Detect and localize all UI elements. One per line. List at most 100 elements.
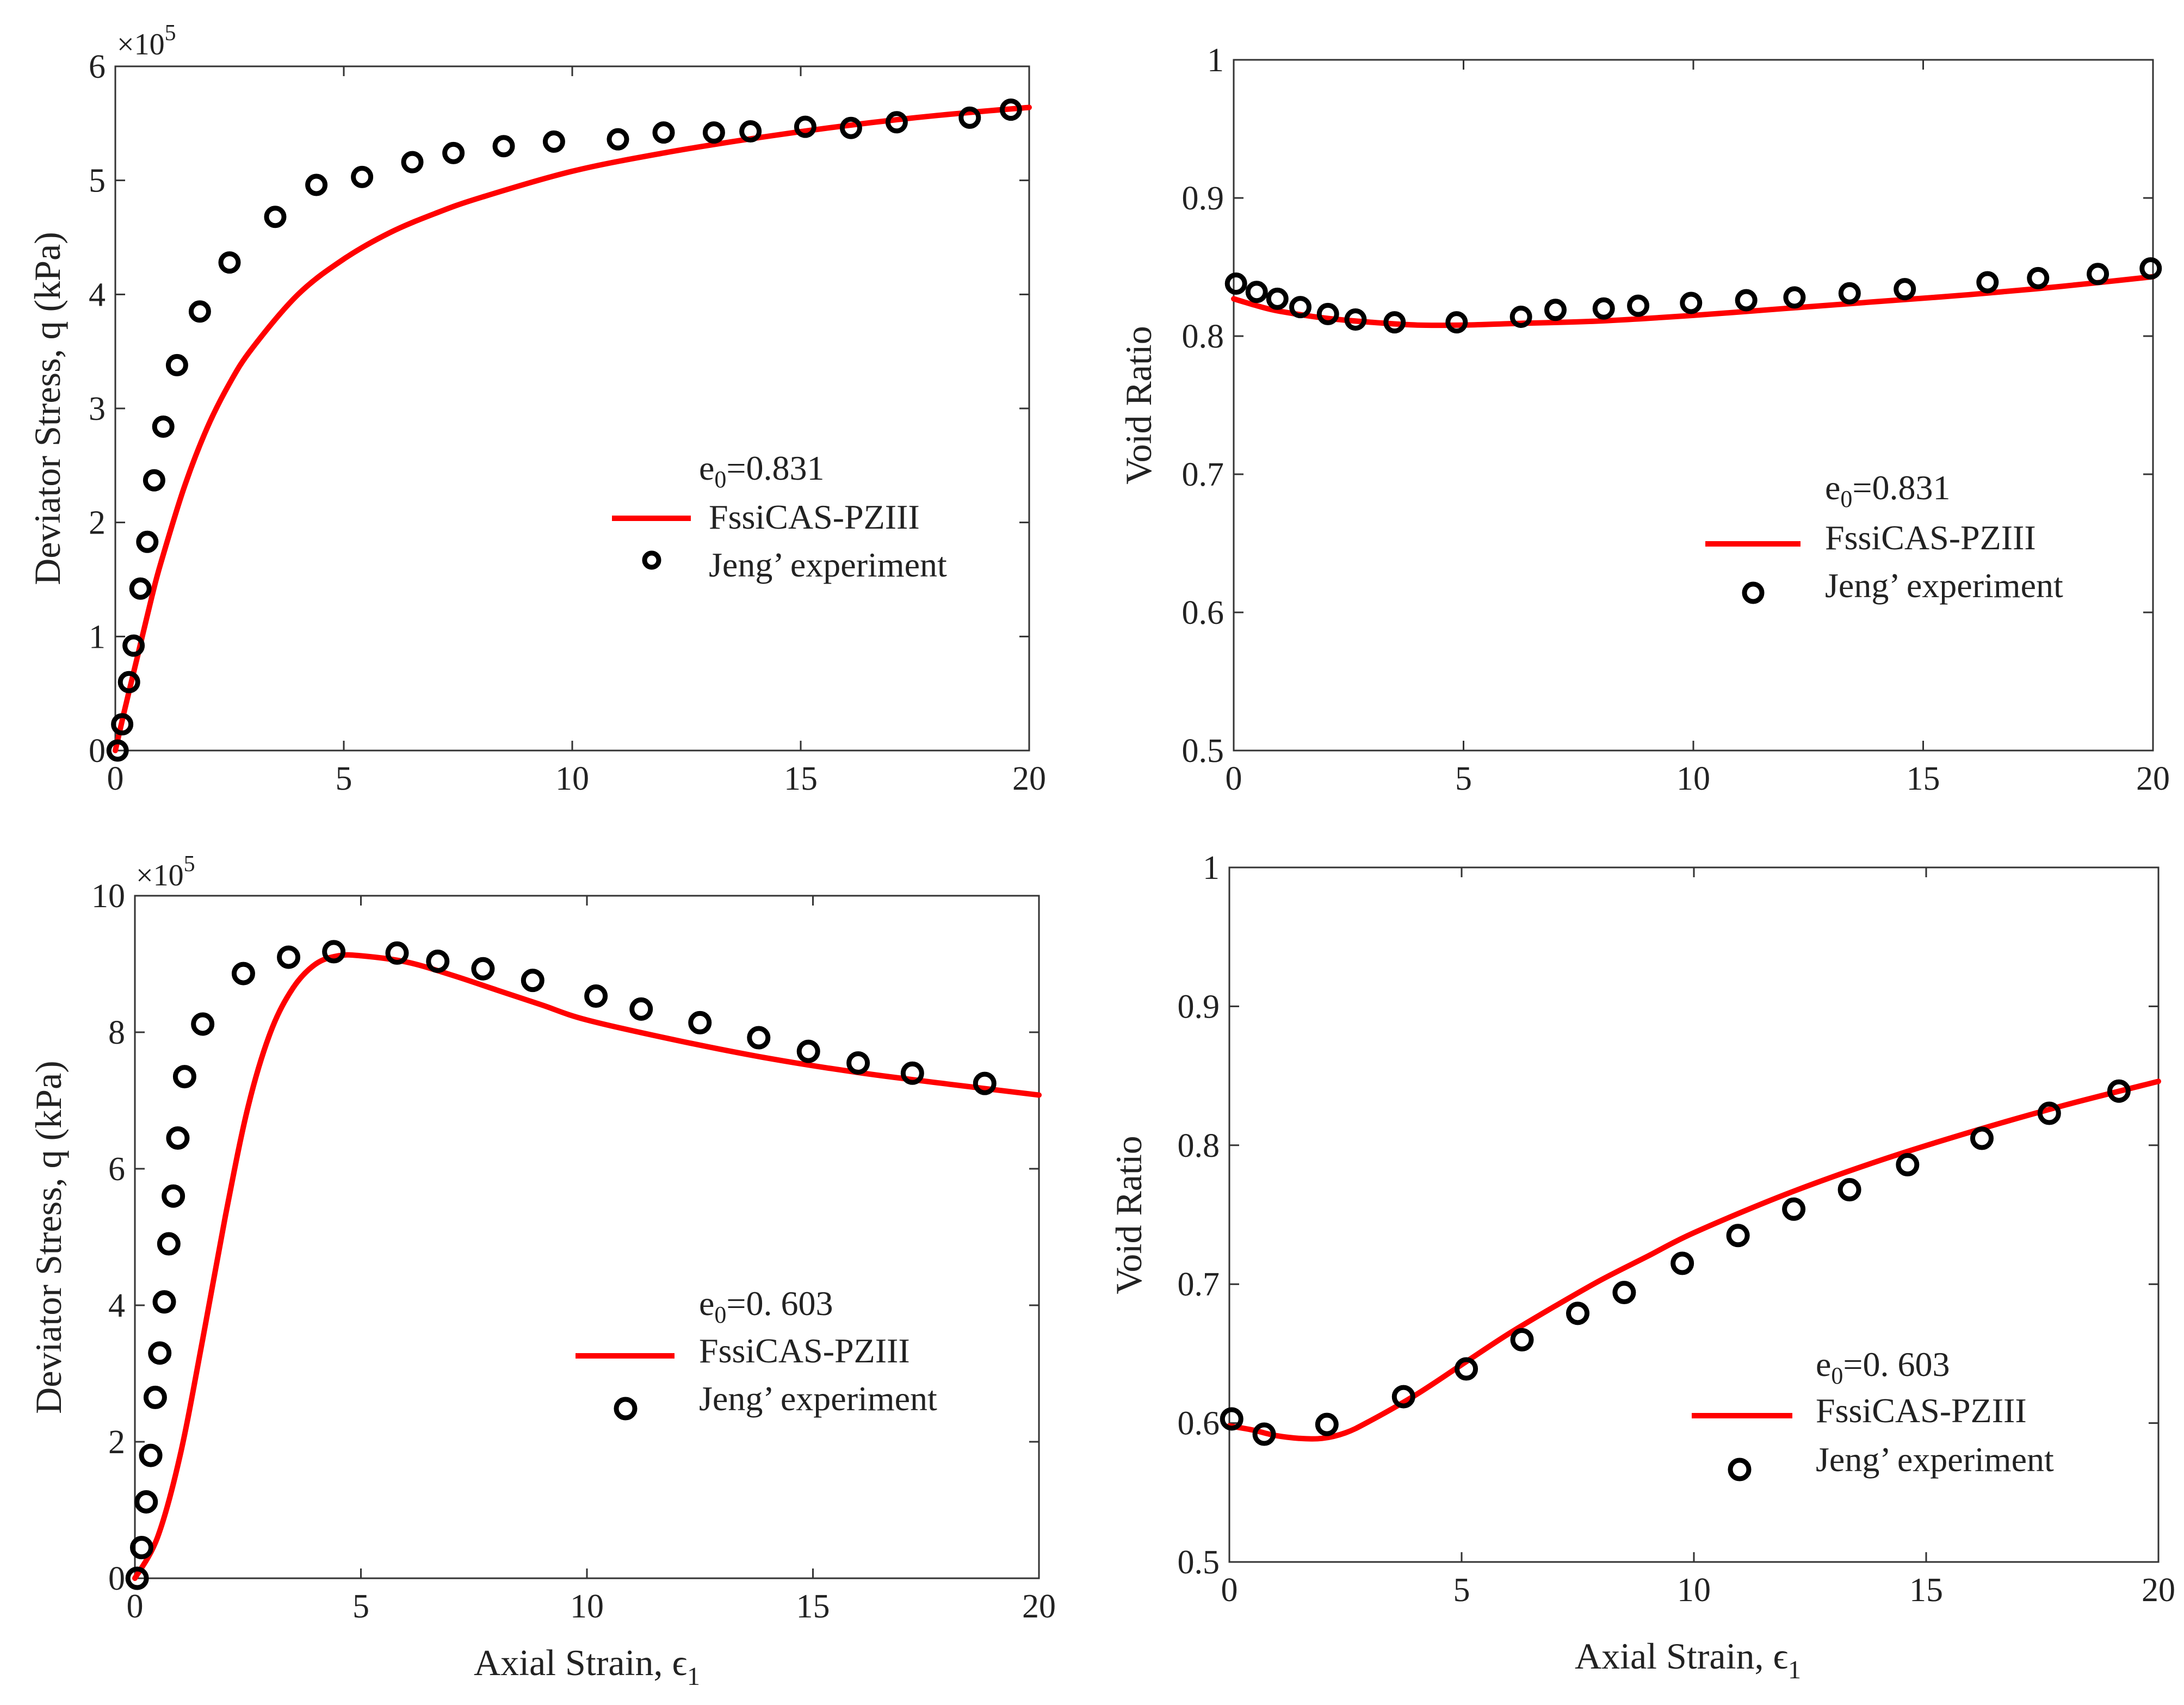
model-curve <box>132 952 1042 1581</box>
y-tick-label: 0.8 <box>1178 1127 1220 1164</box>
experiment-point <box>277 945 301 969</box>
model-curve <box>113 104 1032 753</box>
y-tick-label: 0 <box>89 733 106 770</box>
experiment-point <box>1510 1328 1534 1351</box>
legend-marker-swatch <box>614 1397 638 1421</box>
experiment-point <box>1445 311 1468 334</box>
experiment-point <box>1220 1407 1243 1431</box>
x-tick-label: 15 <box>1907 760 1940 797</box>
y-tick-label: 0.6 <box>1182 594 1224 631</box>
y-tick-label: 0.7 <box>1178 1266 1220 1303</box>
experiment-series <box>125 940 997 1590</box>
legend-model-label: FssiCAS-PZIII <box>699 1331 910 1370</box>
experiment-point <box>1894 278 1916 301</box>
panel-deviator-stress-2: 0 5 10 15 20 0 2 4 6 8 10 ×105 Deviator Stress, q … <box>28 852 1056 1691</box>
experiment-point <box>188 300 211 323</box>
experiment-point <box>1315 1412 1339 1436</box>
experiment-point <box>152 416 175 438</box>
experiment-point <box>1245 281 1268 303</box>
y-tick-label: 10 <box>91 878 125 915</box>
experiment-point <box>1391 1385 1415 1409</box>
experiment-point <box>157 1232 181 1256</box>
experiment-point <box>106 739 129 762</box>
model-series <box>1231 274 2156 328</box>
y-tick-label: 6 <box>108 1151 125 1188</box>
experiment-point <box>1509 305 1532 328</box>
experiment-point <box>1735 289 1758 312</box>
experiment-point <box>794 115 816 138</box>
y-tick-label: 3 <box>89 390 106 427</box>
experiment-point <box>492 135 515 158</box>
tick-labels: 0 5 10 15 20 0.5 0.6 0.7 0.8 0.9 1 <box>1182 42 2170 797</box>
x-axis-label: Axial Strain, ϵ1 <box>474 1642 700 1691</box>
legend-experiment-label: Jeng’ experiment <box>1825 566 2063 605</box>
experiment-point <box>839 116 862 139</box>
experiment-point <box>166 1126 190 1150</box>
experiment-point <box>1976 271 1999 294</box>
experiment-point <box>999 98 1022 121</box>
experiment-point <box>1383 311 1406 334</box>
exponent-label: ×105 <box>136 852 195 892</box>
x-tick-label: 20 <box>2142 1572 2175 1609</box>
ticks <box>134 895 1040 1579</box>
experiment-point <box>2087 263 2109 286</box>
experiment-point <box>152 1290 176 1314</box>
experiment-point <box>351 165 374 188</box>
experiment-point <box>1224 272 1247 295</box>
y-tick-label: 2 <box>108 1424 125 1461</box>
x-tick-label: 5 <box>352 1588 369 1625</box>
experiment-point <box>385 941 409 965</box>
y-tick-label: 1 <box>89 618 106 655</box>
x-tick-label: 10 <box>1676 760 1710 797</box>
y-tick-label: 1 <box>1207 42 1224 79</box>
experiment-point <box>1783 286 1806 309</box>
experiment-point <box>1252 1422 1276 1446</box>
ticks <box>114 65 1030 752</box>
y-tick-label: 0.6 <box>1178 1405 1220 1442</box>
experiment-point <box>1266 287 1289 310</box>
experiment-point <box>1566 1301 1589 1325</box>
experiment-point <box>1782 1197 1806 1221</box>
y-tick-label: 0.9 <box>1182 180 1224 217</box>
experiment-point <box>1837 1178 1861 1202</box>
legend-marker-swatch <box>1742 581 1765 604</box>
experiment-point <box>1455 1357 1478 1381</box>
legend-model-label: FssiCAS-PZIII <box>1816 1391 2027 1430</box>
experiment-point <box>143 469 165 492</box>
y-tick-label: 0.5 <box>1178 1544 1220 1581</box>
x-tick-label: 10 <box>555 760 589 797</box>
legend-e0: e0=0. 603 <box>1816 1345 1950 1389</box>
experiment-point <box>1612 1281 1636 1305</box>
legend-experiment-label: Jeng’ experiment <box>1816 1440 2054 1479</box>
experiment-point <box>191 1012 215 1036</box>
experiment-point <box>442 141 465 164</box>
legend: e0=0.831 FssiCAS-PZIII Jeng’ experiment <box>1705 468 2063 605</box>
experiment-point <box>652 121 675 144</box>
experiment-point <box>165 354 188 376</box>
x-tick-label: 15 <box>784 760 818 797</box>
x-tick-label: 20 <box>1022 1588 1056 1625</box>
legend-e0: e0=0.831 <box>1825 468 1951 512</box>
experiment-point <box>1344 308 1367 331</box>
y-tick-label: 6 <box>89 48 106 85</box>
experiment-point <box>322 940 346 964</box>
ticks <box>1228 866 2160 1563</box>
x-tick-label: 0 <box>127 1588 144 1625</box>
y-tick-label: 0.5 <box>1182 733 1224 770</box>
x-tick-label: 20 <box>2136 760 2170 797</box>
experiment-point <box>2037 1101 2061 1125</box>
legend: e0=0. 603 FssiCAS-PZIII Jeng’ experiment <box>1692 1345 2054 1481</box>
experiment-point <box>1592 297 1615 320</box>
experiment-point <box>973 1071 997 1095</box>
tick-labels: 0 5 10 15 20 0 1 2 3 4 5 6 <box>89 48 1046 797</box>
x-tick-label: 15 <box>1909 1572 1943 1609</box>
experiment-series <box>1220 1079 2131 1446</box>
experiment-point <box>900 1061 924 1085</box>
y-tick-label: 4 <box>108 1287 125 1324</box>
x-tick-label: 0 <box>1221 1572 1238 1609</box>
experiment-point <box>129 1536 153 1560</box>
tick-labels: 0 5 10 15 20 0 2 4 6 8 10 <box>91 878 1056 1625</box>
experiment-point <box>1726 1224 1750 1248</box>
x-axis-label: Axial Strain, ϵ1 <box>1575 1635 1801 1684</box>
y-axis-label: Void Ratio <box>1118 326 1159 485</box>
